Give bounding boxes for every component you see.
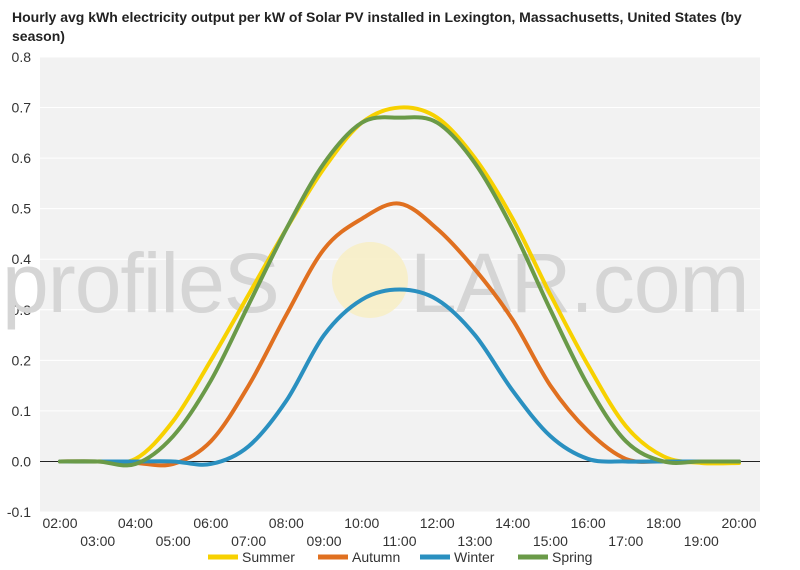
y-tick-label: 0.3: [12, 302, 32, 318]
watermark-text-right: LAR.com: [410, 236, 748, 330]
legend-item-summer[interactable]: Summer: [208, 549, 295, 565]
legend-label: Winter: [454, 549, 495, 565]
x-tick-label: 02:00: [42, 515, 77, 531]
x-tick-label: 14:00: [495, 515, 530, 531]
legend-item-autumn[interactable]: Autumn: [318, 549, 400, 565]
watermark: profileS LAR.com: [2, 236, 749, 330]
x-tick-label: 16:00: [571, 515, 606, 531]
series-line-summer: [58, 105, 741, 466]
x-tick-label: 20:00: [721, 515, 756, 531]
legend: Summer Autumn Winter Spring: [208, 549, 592, 565]
y-tick-label: 0.6: [12, 150, 32, 166]
x-tick-label: 03:00: [80, 533, 115, 549]
series-lines: [58, 105, 741, 468]
y-tick-label: 0.1: [12, 403, 32, 419]
x-tick-label: 18:00: [646, 515, 681, 531]
x-tick-label: 10:00: [344, 515, 379, 531]
x-tick-label: 09:00: [307, 533, 342, 549]
legend-label: Spring: [552, 549, 592, 565]
y-tick-label: 0.2: [12, 352, 32, 368]
legend-item-spring[interactable]: Spring: [518, 549, 592, 565]
y-tick-label: 0.8: [12, 49, 32, 65]
x-tick-label: 11:00: [383, 533, 417, 549]
legend-label: Summer: [242, 549, 295, 565]
y-tick-label: -0.1: [7, 504, 31, 520]
x-tick-label: 19:00: [684, 533, 719, 549]
x-tick-label: 07:00: [231, 533, 266, 549]
y-tick-label: 0.5: [12, 201, 32, 217]
x-tick-label: 17:00: [608, 533, 643, 549]
y-tick-label: 0.7: [12, 100, 32, 116]
x-tick-label: 05:00: [156, 533, 191, 549]
legend-item-winter[interactable]: Winter: [420, 549, 495, 565]
x-tick-label: 13:00: [457, 533, 492, 549]
watermark-sun-icon: [332, 242, 408, 318]
chart-title: Hourly avg kWh electricity output per kW…: [12, 9, 742, 44]
x-tick-label: 04:00: [118, 515, 153, 531]
y-tick-label: 0.0: [12, 453, 32, 469]
series-line-spring: [58, 115, 741, 468]
series-line-autumn: [58, 201, 741, 468]
y-tick-label: 0.4: [12, 251, 32, 267]
watermark-text-left: profileS: [2, 236, 279, 330]
series-line-winter: [58, 287, 741, 467]
x-tick-label: 15:00: [533, 533, 568, 549]
x-tick-label: 12:00: [420, 515, 455, 531]
legend-label: Autumn: [352, 549, 400, 565]
x-tick-label: 06:00: [193, 515, 228, 531]
x-tick-label: 08:00: [269, 515, 304, 531]
